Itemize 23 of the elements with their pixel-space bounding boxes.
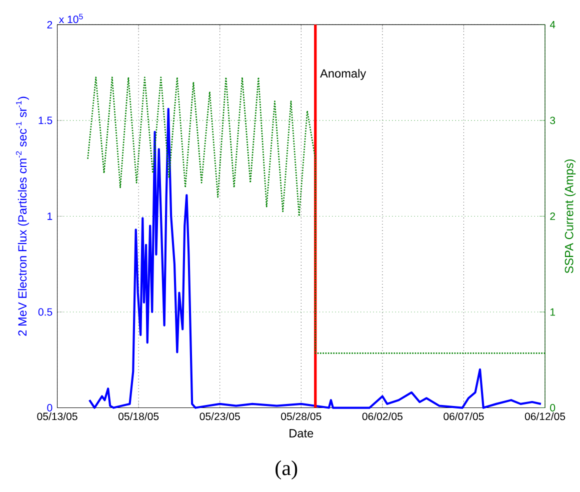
ref-line-label: Anomaly [320,69,366,80]
y-tick-label: 2 [47,21,52,29]
x-tick-label: 05/28/05 [281,412,322,420]
y2-tick-label: 2 [550,212,555,220]
y-axis-title: 2 MeV Electron Flux (Particles cm$^{-2}$ sec$^{-1}$ sr$^{-1}$) [16,96,29,336]
y2-axis-title: SSPA Current (Amps) [564,160,576,274]
y2-tick-label: 3 [550,116,556,124]
text: (a) [276,460,298,480]
y2-tick-label: 0 [550,404,556,412]
y-tick-label: 1 [48,212,52,220]
y-tick-label: 0.5 [38,308,52,316]
x-tick-label: 05/18/05 [118,412,159,420]
x-tick-label: 06/07/05 [444,412,484,420]
y2-tick-label: 1 [550,308,556,316]
y-tick-label: 1.5 [38,116,52,124]
x-tick-label: 06/12/05 [524,412,566,420]
x-tick-label: 05/23/05 [200,412,240,420]
y-tick-label: 0 [47,404,52,412]
x-tick-label: 06/02/05 [362,412,402,420]
x-tick-label: 05/13/05 [37,412,78,420]
text: x 10$^{5}$ [58,14,83,24]
y2-tick-label: 4 [550,21,556,28]
x-axis-title: Date [290,429,314,438]
